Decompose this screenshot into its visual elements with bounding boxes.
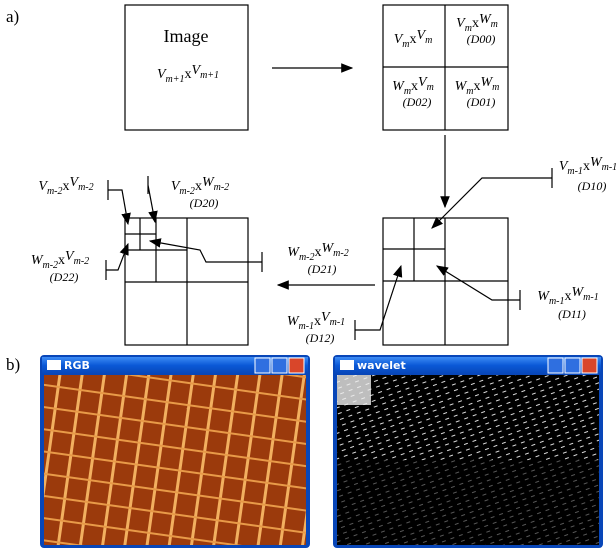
cell-label: Wm-1xVm-1 bbox=[287, 310, 345, 332]
image-title: Image bbox=[164, 26, 209, 46]
cell-code: (D02) bbox=[403, 95, 432, 109]
cell-label: Vm+1xVm+1 bbox=[157, 63, 219, 85]
cell-code: (D20) bbox=[190, 196, 219, 210]
cell-label: Vm-2xWm-2 bbox=[171, 175, 229, 197]
subscript: m bbox=[492, 82, 499, 93]
cell-label: Wm-2xWm-2 bbox=[287, 241, 348, 263]
subscript: m-1 bbox=[583, 292, 599, 303]
symbol: x bbox=[410, 32, 417, 47]
subscript: m bbox=[427, 82, 434, 93]
cell-label: Vm-2xVm-2 bbox=[38, 175, 93, 197]
subscript: m-1 bbox=[602, 162, 616, 173]
symbol: x bbox=[58, 253, 65, 268]
cell-label: Wm-1xWm-1 bbox=[537, 285, 598, 307]
panel-label: b) bbox=[6, 355, 20, 374]
cell-code: (D11) bbox=[558, 307, 586, 321]
cell-code: (D12) bbox=[306, 331, 335, 345]
subscript: m bbox=[402, 39, 409, 50]
window-wavelet bbox=[333, 355, 603, 548]
panel-label: a) bbox=[6, 7, 19, 26]
cell-label: VmxVm bbox=[394, 28, 433, 50]
symbol: x bbox=[63, 179, 70, 194]
symbol: x bbox=[315, 245, 322, 260]
subscript: m-1 bbox=[549, 296, 565, 307]
symbol: x bbox=[411, 79, 418, 94]
cell-code: (D01) bbox=[467, 95, 496, 109]
cell-code: (D10) bbox=[578, 179, 607, 193]
cell-label: WmxVm bbox=[392, 75, 434, 97]
subscript: m+1 bbox=[200, 70, 219, 81]
symbol: x bbox=[195, 179, 202, 194]
cell-label: Wm-2xVm-2 bbox=[31, 249, 89, 271]
cell-label: Vm-1xWm-1 bbox=[559, 155, 616, 177]
cell-code: (D22) bbox=[50, 270, 79, 284]
subscript: m-2 bbox=[78, 182, 94, 193]
symbol: x bbox=[583, 159, 590, 174]
subscript: m-2 bbox=[47, 186, 63, 197]
window-title: RGB bbox=[64, 359, 90, 372]
symbol: x bbox=[474, 79, 481, 94]
cell-label: VmxWm bbox=[456, 12, 498, 34]
subscript: m bbox=[491, 19, 498, 30]
cell-code: (D21) bbox=[308, 262, 337, 276]
symbol: x bbox=[472, 16, 479, 31]
subscript: m bbox=[425, 35, 432, 46]
figure: a) b) Image RGB wavelet Vm+1xVm+1 VmxVm Vm… bbox=[0, 0, 616, 553]
window-title: wavelet bbox=[357, 359, 406, 372]
subscript: m-1 bbox=[567, 166, 583, 177]
symbol: x bbox=[314, 314, 321, 329]
cell-code: (D00) bbox=[467, 32, 496, 46]
subscript: m-2 bbox=[74, 256, 90, 267]
subscript: m-1 bbox=[330, 317, 346, 328]
symbol: x bbox=[185, 67, 192, 82]
subscript: m-2 bbox=[214, 182, 230, 193]
subscript: m+1 bbox=[166, 74, 185, 85]
window-rgb bbox=[40, 355, 310, 548]
cell-label: WmxWm bbox=[455, 75, 500, 97]
subscript: m-2 bbox=[333, 248, 349, 259]
symbol: x bbox=[565, 289, 572, 304]
